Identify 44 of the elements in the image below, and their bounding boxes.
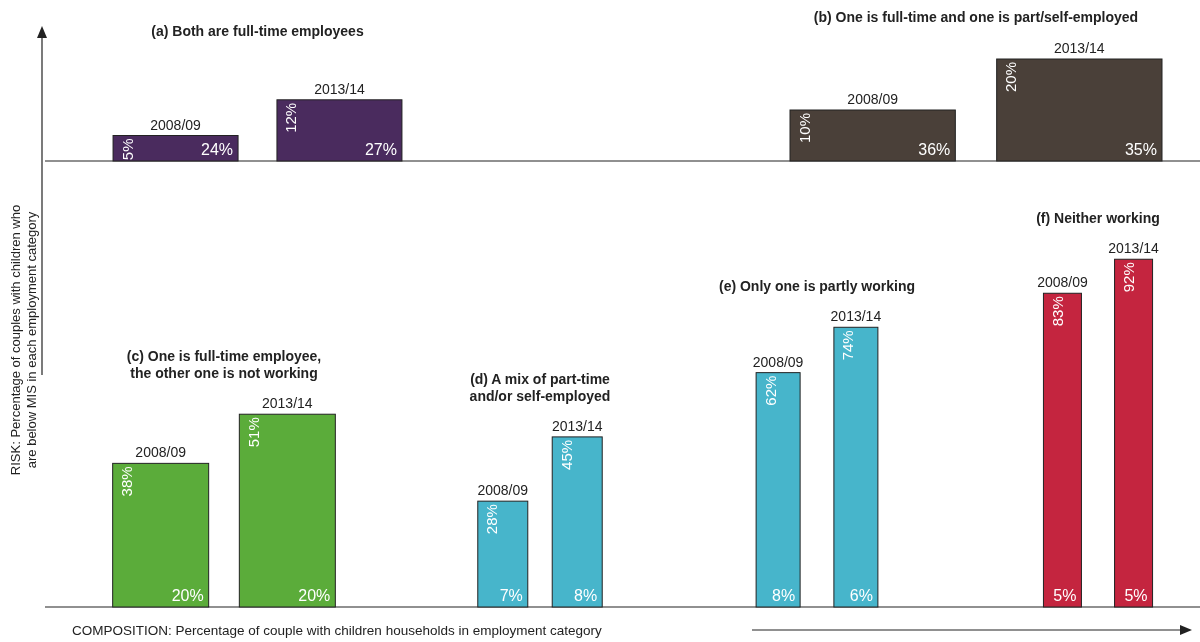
annotation: 5% (1124, 587, 1148, 604)
data-label: 45% (557, 439, 575, 470)
x-tick-label: 2013/14 (262, 395, 313, 412)
data-label: 51% (244, 417, 262, 448)
annotation: 24% (201, 141, 234, 158)
annotation: 20% (171, 587, 204, 604)
x-tick-label: 2013/14 (314, 80, 365, 97)
data-label: 10% (795, 113, 813, 144)
annotation: 27% (364, 141, 397, 158)
annotation: 36% (918, 141, 951, 158)
data-label: 62% (761, 375, 779, 406)
chart-title: (c) One is full-time employee, the other one is not working (126, 348, 322, 382)
chart-title: (f) Neither working (1036, 210, 1160, 227)
data-label: 5% (118, 138, 136, 161)
annotation: 5% (1053, 587, 1077, 604)
x-tick-label: 2008/09 (847, 91, 899, 107)
annotation: 35% (1124, 141, 1157, 158)
annotation: 8% (574, 587, 598, 604)
x-tick-label: 2013/14 (1054, 40, 1105, 56)
x-tick-label: 2013/14 (1108, 240, 1160, 257)
chart-title: (a) Both are full-time employees (151, 23, 364, 39)
x-tick-label: 2008/09 (477, 482, 529, 499)
data-label: 20% (1002, 62, 1020, 93)
x-tick-label: 2008/09 (150, 116, 202, 133)
data-label: 83% (1048, 296, 1066, 327)
data-label: 74% (839, 330, 857, 361)
x-tick-label: 2008/09 (1037, 274, 1088, 291)
x-tick-label: 2008/09 (752, 353, 804, 370)
chart-title: (d) A mix of part-time and/or self-employed (469, 370, 611, 404)
annotation: 20% (298, 587, 331, 604)
data-label: 92% (1120, 262, 1138, 293)
x-tick-label: 2013/14 (830, 308, 882, 325)
data-label: 28% (483, 504, 501, 535)
annotation: 7% (499, 587, 523, 604)
annotation: 8% (771, 587, 796, 604)
chart-title: (e) Only one is partly working (718, 278, 916, 295)
y-axis-title: RISK: Percentage of couples with children who are below MIS in each employment category (8, 204, 39, 476)
annotation: 6% (849, 587, 873, 604)
chart-title: (b) One is full-time and one is part/self-employed (813, 9, 1139, 25)
x-axis-title: COMPOSITION: Percentage of couple with children households in employment category (72, 623, 603, 638)
data-label: 12% (282, 102, 300, 133)
data-label: 38% (118, 466, 136, 497)
x-tick-label: 2013/14 (551, 417, 603, 434)
x-tick-label: 2008/09 (135, 444, 187, 461)
